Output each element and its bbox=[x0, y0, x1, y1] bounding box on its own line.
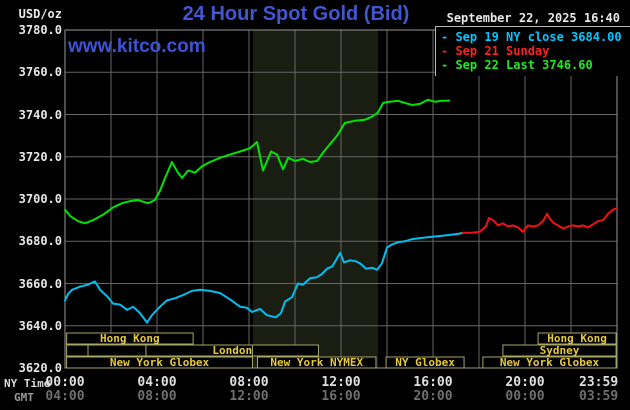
x-tick-gmt-label: 12:00 bbox=[229, 389, 269, 404]
legend-item: - Sep 19 NY close 3684.00 bbox=[436, 30, 630, 44]
session-box bbox=[66, 356, 253, 369]
y-tick-label: 3740.0 bbox=[18, 107, 62, 122]
session-box bbox=[145, 344, 319, 357]
y-tick-label: 3720.0 bbox=[18, 149, 62, 164]
session-box bbox=[502, 344, 617, 357]
x-tick-ny-label: 08:00 bbox=[229, 375, 269, 390]
session-label: Sydney bbox=[540, 344, 580, 357]
session-box bbox=[482, 356, 617, 369]
chart-title: 24 Hour Spot Gold (Bid) bbox=[182, 3, 410, 25]
session-box bbox=[66, 332, 194, 345]
y-tick-label: 3620.0 bbox=[18, 361, 62, 375]
x-tick-ny-label: 04:00 bbox=[137, 375, 177, 390]
legend-marker: - bbox=[441, 30, 456, 44]
y-tick-label: 3680.0 bbox=[18, 234, 62, 249]
gmt-axis-label: GMT bbox=[14, 391, 34, 404]
legend-label: Sep 21 Sunday bbox=[455, 44, 550, 58]
session-box bbox=[87, 344, 147, 357]
session-label: London bbox=[212, 344, 252, 357]
ny-time-axis-label: NY Time bbox=[4, 377, 51, 390]
legend-label: Sep 19 NY close 3684.00 bbox=[455, 30, 622, 44]
x-tick-gmt-label: 16:00 bbox=[321, 389, 361, 404]
session-label: Hong Kong bbox=[100, 332, 160, 345]
legend-item: - Sep 22 Last 3746.60 bbox=[436, 58, 630, 72]
session-box bbox=[537, 332, 617, 345]
x-tick-gmt-label: 04:00 bbox=[45, 389, 85, 404]
x-tick-ny-label: 23:59 bbox=[579, 375, 619, 390]
session-label: Hong Kong bbox=[547, 332, 607, 345]
price-line-series-0 bbox=[64, 231, 464, 324]
x-tick-gmt-label: 03:59 bbox=[579, 389, 619, 404]
x-tick-ny-label: 12:00 bbox=[321, 375, 361, 390]
chart-datetime: September 22, 2025 16:40 bbox=[446, 11, 620, 25]
x-tick-ny-label: 00:00 bbox=[45, 375, 85, 390]
price-line-series-2 bbox=[64, 98, 451, 225]
session-box bbox=[385, 356, 465, 369]
price-line-series-1 bbox=[461, 207, 618, 234]
kitco-watermark: www.kitco.com bbox=[68, 36, 206, 57]
x-tick-ny-label: 20:00 bbox=[505, 375, 545, 390]
legend-item: - Sep 21 Sunday bbox=[436, 44, 630, 58]
legend-marker: - bbox=[441, 44, 456, 58]
x-tick-gmt-label: 08:00 bbox=[137, 389, 177, 404]
legend-box: - Sep 19 NY close 3684.00- Sep 21 Sunday… bbox=[435, 26, 630, 76]
legend-label: Sep 22 Last 3746.60 bbox=[455, 58, 593, 72]
session-label: NY Globex bbox=[395, 356, 455, 369]
x-tick-gmt-label: 20:00 bbox=[413, 389, 453, 404]
y-axis-unit-label: USD/oz bbox=[18, 7, 62, 21]
y-tick-label: 3700.0 bbox=[18, 192, 62, 206]
legend-marker: - bbox=[441, 58, 456, 72]
y-tick-label: 3660.0 bbox=[18, 276, 62, 291]
session-box bbox=[66, 344, 89, 357]
x-tick-ny-label: 16:00 bbox=[413, 375, 453, 390]
session-label: New York Globex bbox=[110, 356, 210, 369]
x-tick-gmt-label: 00:00 bbox=[505, 389, 545, 404]
y-tick-label: 3640.0 bbox=[18, 318, 62, 333]
session-box bbox=[257, 356, 377, 369]
y-tick-label: 3780.0 bbox=[18, 23, 62, 37]
session-label: New York Globex bbox=[500, 356, 600, 369]
session-label: New York NYMEX bbox=[270, 356, 363, 369]
y-tick-label: 3760.0 bbox=[18, 65, 62, 80]
